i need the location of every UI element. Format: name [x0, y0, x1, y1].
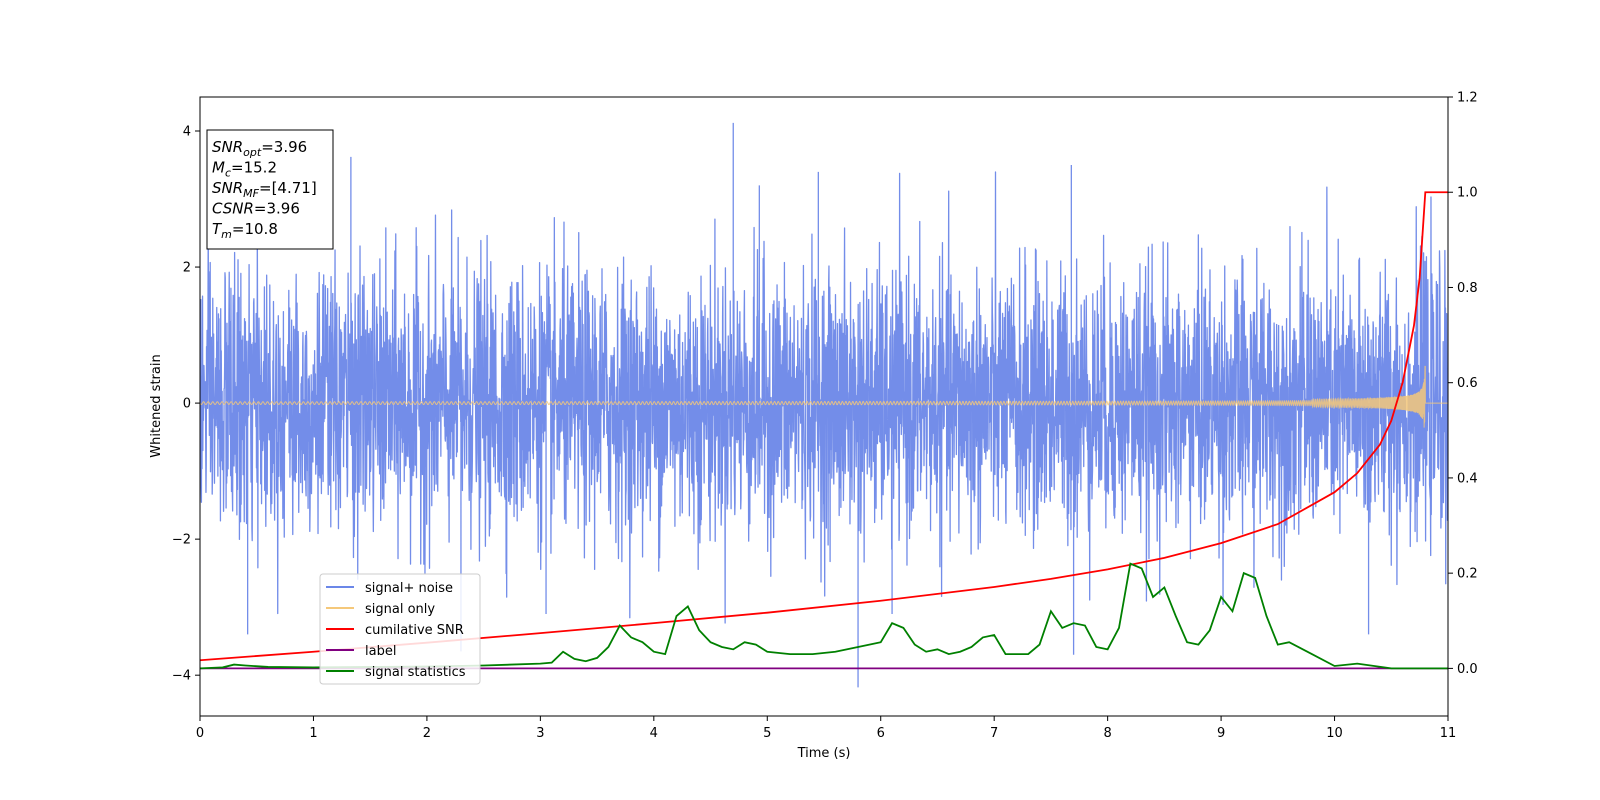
legend-label: label [365, 644, 396, 659]
series-cumulative-snr [200, 191, 1448, 662]
x-tick-label: 10 [1326, 726, 1343, 741]
x-tick-label: 7 [990, 726, 998, 741]
y-tick-label: 0 [183, 397, 191, 412]
y-tick-label: −4 [172, 669, 191, 684]
series-signal-only [200, 365, 1448, 428]
info-line: SNRMF=[4.71] [212, 179, 317, 200]
series-signal-noise [200, 122, 1448, 688]
series-signal-statistics [200, 562, 1448, 670]
x-tick-label: 2 [423, 726, 431, 741]
x-tick-label: 3 [536, 726, 544, 741]
x-tick-label: 11 [1440, 726, 1457, 741]
info-box-frame [206, 129, 334, 250]
y2-tick-label: 0.8 [1457, 281, 1478, 296]
x-tick-label: 6 [877, 726, 885, 741]
plot-area [200, 122, 1448, 688]
y2-tick-label: 0.2 [1457, 567, 1478, 582]
info-line: Mc=15.2 [212, 159, 277, 180]
y2-tick-label: 0.0 [1457, 662, 1478, 677]
y-tick-label: −2 [172, 533, 191, 548]
legend-frame [319, 573, 481, 685]
y2-tick-label: 0.6 [1457, 376, 1478, 391]
legend-label: signal only [365, 602, 435, 617]
legend-label: signal+ noise [365, 581, 453, 596]
info-line: CSNR=3.96 [212, 200, 300, 218]
legend: signal+ noise signal only cumilative SNR la… [319, 573, 481, 685]
plot-frame [199, 96, 1449, 717]
y-axis-label: Whitened strain [149, 354, 164, 457]
y-axis-left: −4 −2 0 2 4 [172, 125, 200, 684]
y2-tick-label: 1.0 [1457, 186, 1478, 201]
x-tick-label: 4 [650, 726, 658, 741]
x-axis: 0 1 2 3 4 5 6 7 8 9 10 11 [196, 716, 1456, 741]
y-axis-right: 0.0 0.2 0.4 0.6 0.8 1.0 1.2 [1448, 91, 1478, 677]
legend-label: cumilative SNR [365, 623, 464, 638]
x-axis-label: Time (s) [797, 746, 851, 761]
x-tick-label: 5 [763, 726, 771, 741]
x-tick-label: 0 [196, 726, 204, 741]
x-tick-label: 8 [1103, 726, 1111, 741]
y2-tick-label: 1.2 [1457, 91, 1478, 106]
x-tick-label: 9 [1217, 726, 1225, 741]
y-tick-label: 2 [183, 261, 191, 276]
x-tick-label: 1 [309, 726, 317, 741]
info-line: SNRopt=3.96 [212, 138, 307, 159]
y2-tick-label: 0.4 [1457, 471, 1478, 486]
legend-label: signal statistics [365, 665, 466, 680]
y-tick-label: 4 [183, 125, 191, 140]
info-line: Tm=10.8 [212, 220, 278, 241]
